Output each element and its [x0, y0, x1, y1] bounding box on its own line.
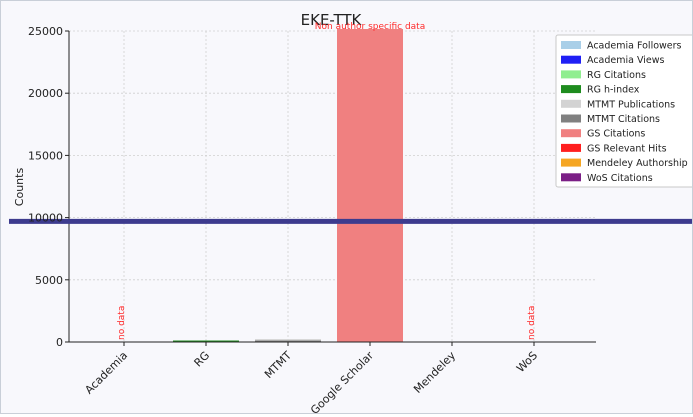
- x-tick-label: Academia: [82, 349, 130, 397]
- x-tick-label: Mendeley: [411, 349, 458, 396]
- y-tick-label: 0: [56, 336, 63, 349]
- bar: [337, 29, 403, 342]
- legend-box: [555, 34, 693, 188]
- legend-swatch: [561, 99, 581, 108]
- legend: Academia Followers Academia Views RG Citat…: [555, 34, 693, 188]
- legend-swatch: [561, 85, 581, 94]
- legend-label: RG h-index: [587, 85, 640, 96]
- axes: [68, 31, 596, 343]
- legend-swatch: [561, 70, 581, 79]
- bar: [173, 340, 239, 342]
- x-tick-label: WoS: [514, 349, 540, 375]
- legend-label: GS Citations: [587, 129, 645, 140]
- legend-swatch: [561, 173, 581, 182]
- legend-label: GS Relevant Hits: [587, 143, 667, 154]
- legend-swatch: [561, 55, 581, 64]
- y-tick-label: 10000: [28, 212, 63, 225]
- legend-label: MTMT Publications: [587, 99, 675, 110]
- x-tick-label: MTMT: [262, 349, 294, 381]
- legend-swatch: [561, 114, 581, 123]
- legend-label: Academia Followers: [587, 41, 682, 52]
- y-axis-label: Counts: [13, 168, 26, 207]
- legend-label: Mendeley Authorship: [587, 158, 688, 169]
- legend-label: WoS Citations: [587, 173, 653, 184]
- bar: [255, 340, 321, 342]
- legend-swatch: [561, 129, 581, 138]
- chart-title: EKE-TTK: [301, 11, 363, 29]
- legend-label: Academia Views: [587, 55, 665, 66]
- grid: [69, 30, 596, 343]
- no-data-annotation: no data: [117, 306, 127, 340]
- x-tick-label: Google Scholar: [308, 349, 376, 413]
- y-tick-label: 25000: [28, 25, 63, 38]
- legend-label: MTMT Citations: [587, 114, 660, 125]
- legend-swatch: [561, 143, 581, 152]
- x-tick-label: RG: [191, 349, 212, 370]
- y-tick-label: 15000: [28, 149, 63, 162]
- annotations: Non author specific data no data no data: [117, 22, 537, 340]
- bars: [173, 29, 403, 342]
- y-tick-label: 5000: [35, 274, 63, 287]
- y-tick-label: 20000: [28, 87, 63, 100]
- legend-label: RG Citations: [587, 70, 646, 81]
- legend-swatch: [561, 41, 581, 49]
- annotation-label: Non author specific data: [315, 22, 425, 32]
- no-data-annotation: no data: [527, 306, 537, 340]
- legend-swatch: [561, 158, 581, 167]
